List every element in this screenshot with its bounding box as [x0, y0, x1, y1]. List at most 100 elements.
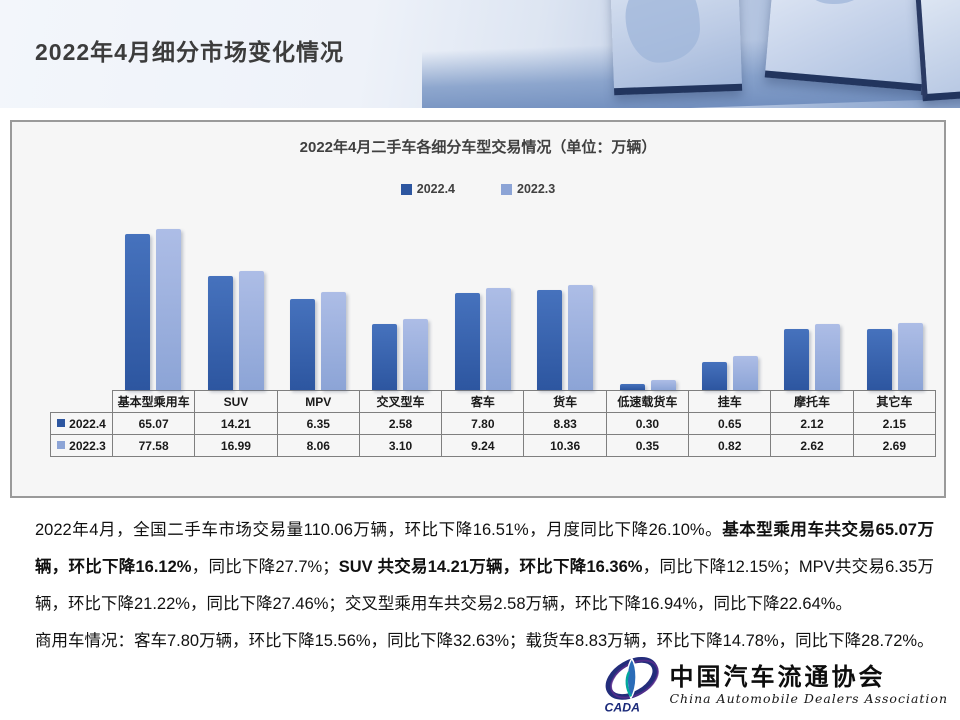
bar-group-低速载货车 — [606, 379, 688, 390]
column-header-客车: 客车 — [441, 390, 525, 413]
column-header-MPV: MPV — [276, 390, 360, 413]
value-2022.4-低速载货车: 0.30 — [605, 412, 690, 435]
value-2022.4-SUV: 14.21 — [194, 412, 278, 435]
legend-swatch-icon — [400, 183, 412, 195]
value-2022.3-交叉型车: 3.10 — [358, 434, 443, 457]
map-texture — [801, 0, 866, 7]
row-label-2022.4: 2022.4 — [50, 412, 113, 435]
legend-item-2022.4: 2022.4 — [400, 182, 455, 196]
cube-graphic-right — [915, 0, 960, 102]
logo-chinese-name: 中国汽车流通协会 — [669, 664, 886, 691]
bar-2022.3-摩托车 — [815, 323, 841, 390]
bar-2022.3-客车 — [485, 288, 511, 390]
summary-segment: 商用车情况：客车7.80万辆，环比下降15.56%，同比下降32.63%；载货车… — [35, 632, 934, 650]
row-swatch-icon — [57, 441, 66, 450]
bar-2022.4-货车 — [537, 289, 563, 390]
value-2022.4-挂车: 0.65 — [688, 412, 772, 435]
logo-english-name: China Automobile Dealers Association — [669, 690, 948, 706]
bar-2022.3-SUV — [238, 271, 264, 390]
value-2022.4-摩托车: 2.12 — [770, 412, 854, 435]
value-2022.4-交叉型车: 2.58 — [358, 412, 443, 435]
value-2022.3-基本型乘用车: 77.58 — [111, 434, 196, 457]
bar-2022.4-交叉型车 — [372, 324, 398, 390]
value-2022.4-基本型乘用车: 65.07 — [111, 412, 196, 435]
summary-segment: ，同比下降27.7%； — [191, 558, 339, 576]
bar-2022.4-低速载货车 — [619, 384, 645, 390]
bar-2022.3-低速载货车 — [650, 379, 676, 390]
column-header-挂车: 挂车 — [688, 390, 772, 413]
svg-text:CADA: CADA — [605, 700, 640, 714]
value-2022.3-挂车: 0.82 — [688, 434, 772, 457]
column-header-其它车: 其它车 — [852, 390, 937, 413]
bar-group-其它车 — [854, 322, 936, 390]
legend-swatch-icon — [501, 183, 512, 195]
legend-label: 2022.4 — [416, 182, 455, 196]
legend-label: 2022.3 — [517, 182, 556, 196]
column-header-SUV: SUV — [194, 390, 278, 413]
chart-title: 2022年4月二手车各细分车型交易情况（单位：万辆） — [299, 139, 657, 156]
bar-2022.4-SUV — [207, 276, 233, 390]
header-banner: 2022年4月细分市场变化情况 — [0, 0, 960, 108]
cube-graphic-left — [609, 0, 743, 96]
map-texture — [624, 0, 702, 64]
summary-segment: 2022年4月，全国二手车市场交易量110.06万辆，环比下降16.51%，月度… — [35, 521, 723, 539]
bar-group-摩托车 — [771, 323, 853, 390]
bar-2022.4-MPV — [290, 298, 316, 390]
bar-group-MPV — [277, 292, 359, 390]
summary-emphasis: SUV 共交易14.21万辆，环比下降16.36% — [338, 558, 643, 576]
bar-2022.4-摩托车 — [784, 329, 810, 390]
summary-text: 2022年4月，全国二手车市场交易量110.06万辆，环比下降16.51%，月度… — [35, 512, 934, 660]
chart-legend: 2022.4 2022.3 — [12, 182, 944, 196]
column-header-摩托车: 摩托车 — [770, 390, 854, 413]
column-header-交叉型车: 交叉型车 — [358, 390, 443, 413]
bar-group-客车 — [442, 288, 524, 390]
column-header-货车: 货车 — [523, 390, 607, 413]
column-header-基本型乘用车: 基本型乘用车 — [111, 390, 196, 413]
bar-2022.4-基本型乘用车 — [125, 233, 151, 390]
page-title: 2022年4月细分市场变化情况 — [35, 39, 344, 65]
summary-segment: ，同比下降12.15%；MPV共交易6.35万辆，环比下降21.22%，同比下降… — [35, 558, 934, 613]
bar-2022.4-客车 — [454, 293, 480, 390]
value-2022.4-其它车: 2.15 — [852, 412, 937, 435]
table-blank-cell — [51, 391, 113, 413]
bar-2022.3-基本型乘用车 — [156, 229, 182, 390]
cada-logo-icon: CADA — [605, 657, 660, 714]
footer-logo: CADA 中国汽车流通协会 China Automobile Dealers A… — [597, 654, 948, 716]
value-2022.3-其它车: 2.69 — [852, 434, 937, 457]
row-swatch-icon — [57, 419, 66, 428]
bar-group-基本型乘用车 — [112, 229, 194, 390]
summary-paragraph-1: 2022年4月，全国二手车市场交易量110.06万辆，环比下降16.51%，月度… — [35, 512, 934, 623]
bar-2022.3-其它车 — [897, 322, 923, 390]
row-label-2022.3: 2022.3 — [50, 434, 113, 457]
value-2022.4-货车: 8.83 — [523, 412, 607, 435]
chart-panel: 2022年4月二手车各细分车型交易情况（单位：万辆） 2022.4 2022.3 … — [10, 120, 946, 498]
value-2022.3-摩托车: 2.62 — [770, 434, 854, 457]
table-row-2022.4: 2022.4 65.07 14.21 6.35 2.58 7.80 8.83 0.30 0.65… — [50, 412, 937, 435]
table-header-row: 基本型乘用车 SUV MPV 交叉型车 客车 货车 低速载货车 挂车 摩托车 其它车 — [51, 390, 937, 413]
bar-2022.4-挂车 — [702, 362, 728, 390]
table-row-2022.3: 2022.3 77.58 16.99 8.06 3.10 9.24 10.36 0.35 0.8… — [50, 434, 937, 457]
bar-2022.3-MPV — [321, 292, 347, 390]
legend-item-2022.3: 2022.3 — [501, 182, 555, 196]
column-header-低速载货车: 低速载货车 — [605, 390, 690, 413]
value-2022.3-SUV: 16.99 — [194, 434, 278, 457]
bar-group-挂车 — [689, 355, 771, 390]
bar-2022.3-货车 — [568, 285, 594, 390]
value-2022.4-MPV: 6.35 — [276, 412, 360, 435]
logo-text: 中国汽车流通协会 China Automobile Dealers Associ… — [669, 665, 948, 706]
summary-paragraph-2: 商用车情况：客车7.80万辆，环比下降15.56%，同比下降32.63%；载货车… — [35, 623, 934, 660]
value-2022.3-客车: 9.24 — [441, 434, 525, 457]
bar-2022.3-交叉型车 — [403, 318, 429, 390]
value-2022.4-客车: 7.80 — [441, 412, 525, 435]
value-2022.3-低速载货车: 0.35 — [605, 434, 690, 457]
bar-group-货车 — [524, 285, 606, 390]
chart-plot-area: 基本型乘用车 SUV MPV 交叉型车 客车 货车 低速载货车 挂车 摩托车 其它车 2022.4 6… — [50, 220, 937, 457]
summary-emphasis: 基本型乘用车共交易65.07万辆，环比下降16.12% — [35, 521, 934, 576]
value-2022.3-货车: 10.36 — [523, 434, 607, 457]
bar-group-SUV — [194, 271, 276, 390]
bar-2022.4-其它车 — [866, 329, 892, 390]
bar-2022.3-挂车 — [733, 355, 759, 390]
bar-group-交叉型车 — [359, 318, 441, 390]
bar-chart — [112, 220, 936, 390]
